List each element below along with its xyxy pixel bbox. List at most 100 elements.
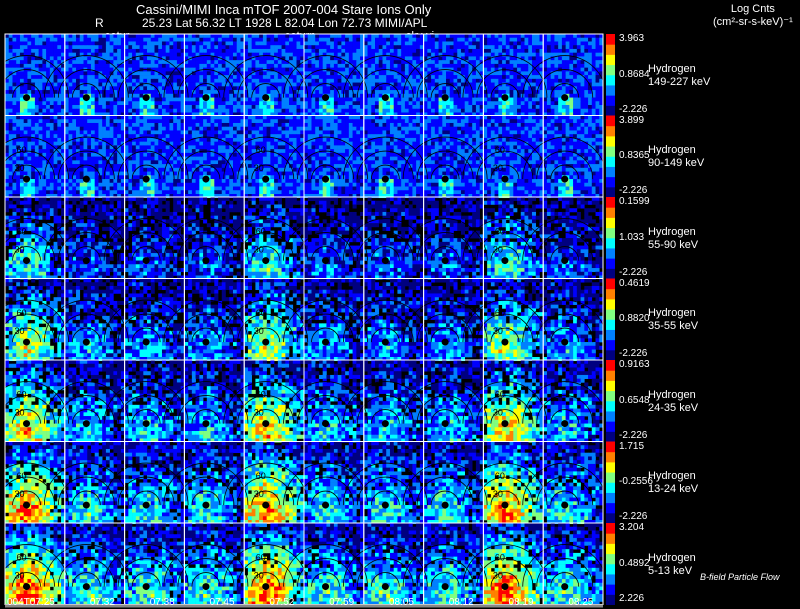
pixel-cell (191, 86, 196, 91)
pixel-cell (38, 115, 43, 120)
pixel-cell (105, 63, 110, 68)
pixel-cell (105, 112, 110, 117)
pixel-cell (468, 34, 473, 39)
pixel-cell (53, 141, 58, 146)
pixel-cell (472, 37, 477, 42)
pixel-cell (240, 137, 245, 142)
pixel-cell (120, 152, 125, 157)
pixel-cell (128, 45, 133, 50)
pixel-cell (169, 186, 174, 191)
pixel-cell (203, 130, 208, 135)
pixel-cell (188, 164, 193, 169)
pixel-cell (79, 41, 84, 46)
pixel-cell (214, 130, 219, 135)
pixel-cell (154, 90, 159, 95)
pixel-cell (292, 45, 297, 50)
pixel-cell (98, 60, 103, 65)
pixel-cell (5, 82, 10, 87)
pixel-cell (57, 190, 62, 195)
pixel-cell (64, 101, 69, 106)
pixel-cell (105, 48, 110, 53)
pixel-cell (12, 134, 17, 139)
pixel-cell (184, 145, 189, 150)
pixel-cell (494, 45, 499, 50)
pixel-cell (8, 164, 13, 169)
pixel-cell (360, 48, 365, 53)
pixel-cell (169, 126, 174, 131)
pixel-cell (573, 63, 578, 68)
pixel-cell (494, 105, 499, 110)
pixel-cell (27, 122, 32, 128)
pixel-cell (42, 63, 47, 68)
pixel-cell (199, 45, 204, 50)
pixel-cell (304, 63, 309, 68)
pixel-cell (565, 48, 570, 53)
pixel-cell (232, 145, 238, 150)
pixel-cell (191, 71, 196, 76)
pixel-cell (277, 101, 282, 106)
pixel-cell (87, 86, 92, 91)
pixel-cell (251, 86, 256, 91)
pixel-cell (132, 149, 137, 154)
pixel-cell (375, 37, 380, 42)
pixel-cell (419, 78, 424, 83)
pixel-cell (442, 60, 447, 65)
pixel-cell (57, 134, 62, 139)
pixel-cell (12, 182, 17, 187)
pixel-cell (94, 141, 99, 146)
pixel-cell (236, 182, 241, 187)
pixel-cell (386, 48, 391, 53)
pixel-cell (139, 193, 144, 199)
pixel-cell (16, 175, 21, 180)
pixel-cell (352, 56, 357, 61)
pixel-cell (203, 41, 208, 46)
pixel-cell (244, 56, 249, 61)
pixel-cell (94, 171, 99, 176)
pixel-cell (244, 90, 249, 95)
pixel-cell (543, 93, 548, 98)
pixel-cell (274, 60, 279, 65)
pixel-cell (318, 34, 323, 39)
pixel-cell (277, 37, 282, 42)
pixel-cell (132, 45, 137, 50)
pixel-cell (434, 75, 439, 80)
pixel-cell (311, 45, 316, 50)
pixel-cell (64, 48, 69, 53)
pixel-cell (19, 134, 24, 139)
pixel-cell (352, 75, 357, 80)
pixel-cell (161, 115, 167, 120)
pixel-cell (244, 60, 249, 65)
pixel-cell (300, 71, 305, 76)
contour-arc (297, 69, 354, 98)
pixel-cell (34, 179, 39, 184)
pixel-cell (588, 90, 593, 95)
pixel-cell (580, 78, 585, 83)
pixel-cell (154, 67, 159, 72)
pixel-cell (382, 48, 387, 53)
pixel-cell (117, 63, 122, 68)
pixel-cell (397, 97, 402, 102)
pixel-cell (83, 141, 88, 146)
pixel-cell (68, 82, 73, 87)
pixel-cell (281, 82, 286, 87)
pixel-cell (483, 56, 488, 61)
pixel-cell (206, 37, 211, 42)
pixel-cell (109, 190, 114, 195)
pixel-cell (158, 122, 163, 128)
pixel-cell (16, 45, 21, 50)
pixel-cell (315, 52, 320, 57)
pixel-cell (98, 97, 103, 102)
pixel-cell (382, 101, 387, 106)
pixel-cell (132, 60, 137, 65)
pixel-cell (367, 75, 372, 80)
pixel-cell (584, 60, 589, 65)
pixel-cell (289, 41, 294, 46)
pixel-cell (38, 86, 43, 91)
pixel-cell (31, 126, 36, 131)
pixel-cell (113, 171, 118, 176)
pixel-cell (419, 86, 424, 91)
pixel-cell (337, 41, 342, 46)
pixel-cell (434, 41, 439, 46)
pixel-cell (203, 34, 208, 39)
pixel-cell (165, 56, 170, 61)
